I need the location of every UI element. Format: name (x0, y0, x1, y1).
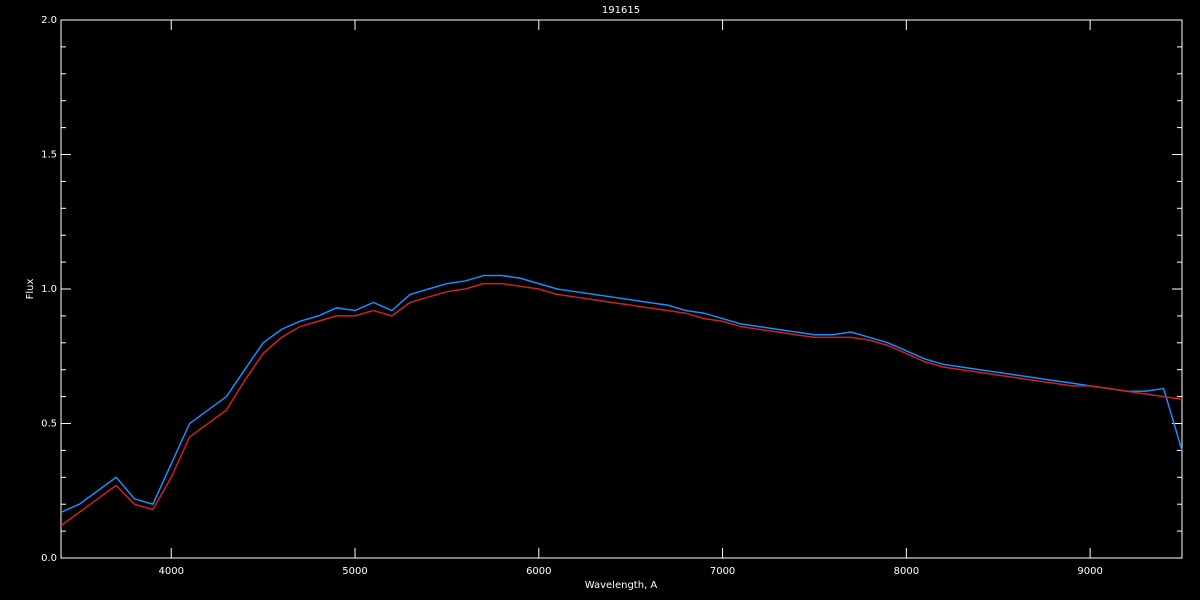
y-tick-label: 0.5 (41, 419, 57, 430)
y-tick-label: 0.0 (41, 553, 57, 564)
y-axis-label: Flux (25, 279, 36, 300)
x-tick-label: 4000 (159, 566, 184, 577)
x-tick-label: 9000 (1077, 566, 1102, 577)
series-line (60, 274, 1183, 513)
chart-title: 191615 (602, 5, 640, 16)
y-tick-label: 1.0 (41, 284, 57, 295)
x-axis-label: Wavelength, A (585, 580, 658, 591)
x-tick-label: 5000 (342, 566, 367, 577)
x-tick-label: 6000 (526, 566, 551, 577)
y-tick-label: 2.0 (41, 15, 57, 26)
x-tick-label: 8000 (894, 566, 919, 577)
x-tick-label: 7000 (710, 566, 735, 577)
series-line (60, 282, 1183, 527)
y-tick-label: 1.5 (41, 150, 57, 161)
